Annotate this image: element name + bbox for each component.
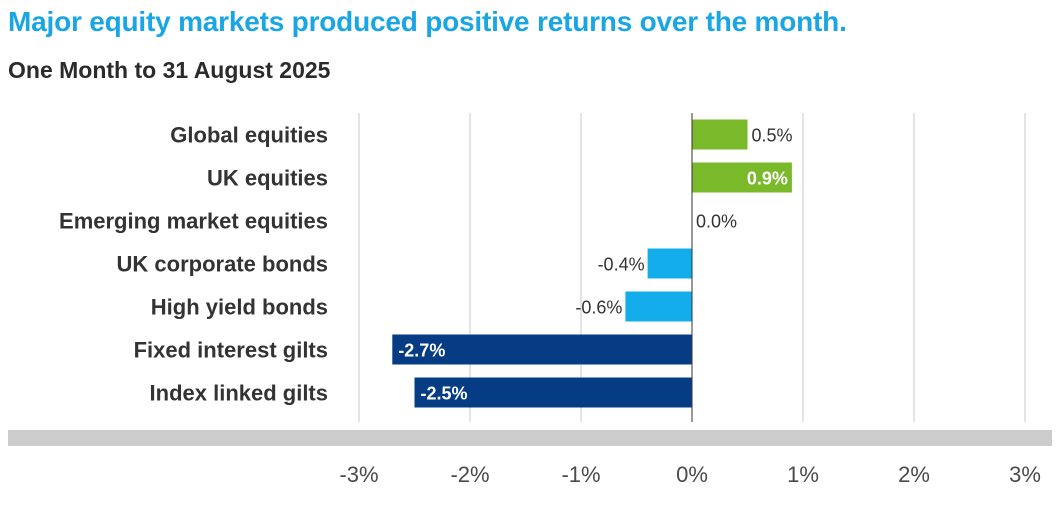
x-tick-label: -2% <box>450 462 489 487</box>
x-tick-label: -3% <box>339 462 378 487</box>
category-label: Global equities <box>170 123 328 148</box>
data-label: -0.4% <box>598 255 645 275</box>
data-label: 0.0% <box>696 212 737 232</box>
x-tick-label: 0% <box>676 462 708 487</box>
x-tick-label: -1% <box>561 462 600 487</box>
axis-band <box>8 430 1052 446</box>
bar <box>625 291 692 322</box>
data-label: -0.6% <box>575 298 622 318</box>
data-label: 0.5% <box>752 126 793 146</box>
bar <box>414 377 692 408</box>
bar <box>692 119 748 150</box>
category-label: UK equities <box>207 166 328 191</box>
category-label: Fixed interest gilts <box>134 338 328 363</box>
chart-subtitle: One Month to 31 August 2025 <box>8 57 331 83</box>
data-label: -2.5% <box>421 384 468 404</box>
x-tick-label: 3% <box>1009 462 1041 487</box>
category-label: High yield bonds <box>151 295 328 320</box>
category-label: Index linked gilts <box>150 381 328 406</box>
chart-title: Major equity markets produced positive r… <box>8 6 847 37</box>
x-tick-label: 2% <box>898 462 930 487</box>
x-tick-label: 1% <box>787 462 819 487</box>
category-label: Emerging market equities <box>59 209 328 234</box>
bar <box>392 334 692 365</box>
data-label: 0.9% <box>747 169 788 189</box>
bar <box>647 248 692 279</box>
data-label: -2.7% <box>398 341 445 361</box>
bar <box>692 162 792 193</box>
category-label: UK corporate bonds <box>117 252 328 277</box>
